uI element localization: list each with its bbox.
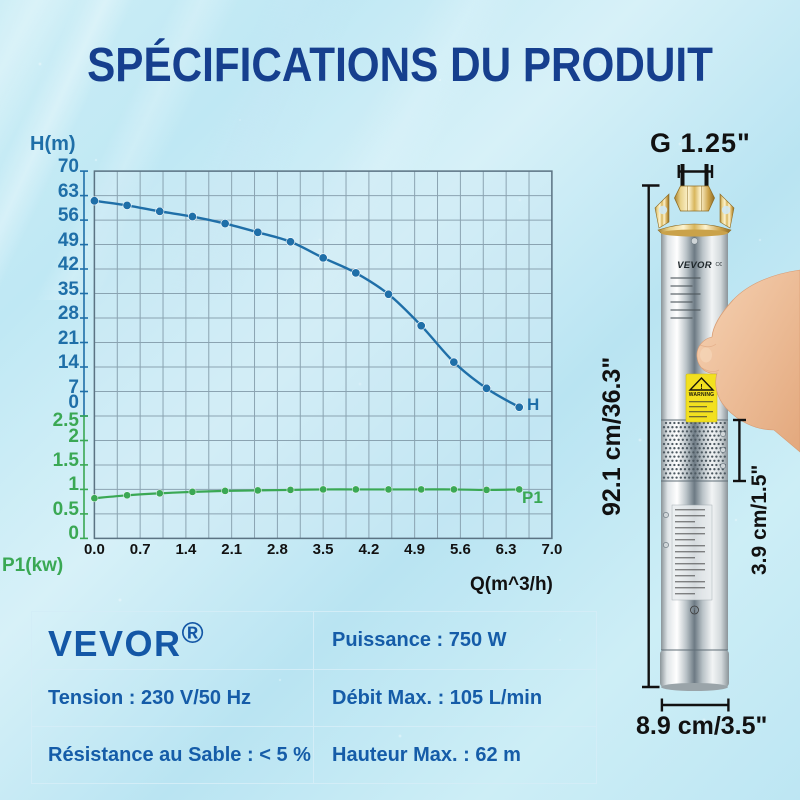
svg-text:i: i: [694, 609, 695, 615]
svg-text:!: !: [700, 384, 702, 391]
svg-text:WARNING: WARNING: [689, 392, 715, 398]
svg-text:VEVOR: VEVOR: [677, 260, 712, 271]
svg-text:C€: C€: [716, 262, 723, 268]
